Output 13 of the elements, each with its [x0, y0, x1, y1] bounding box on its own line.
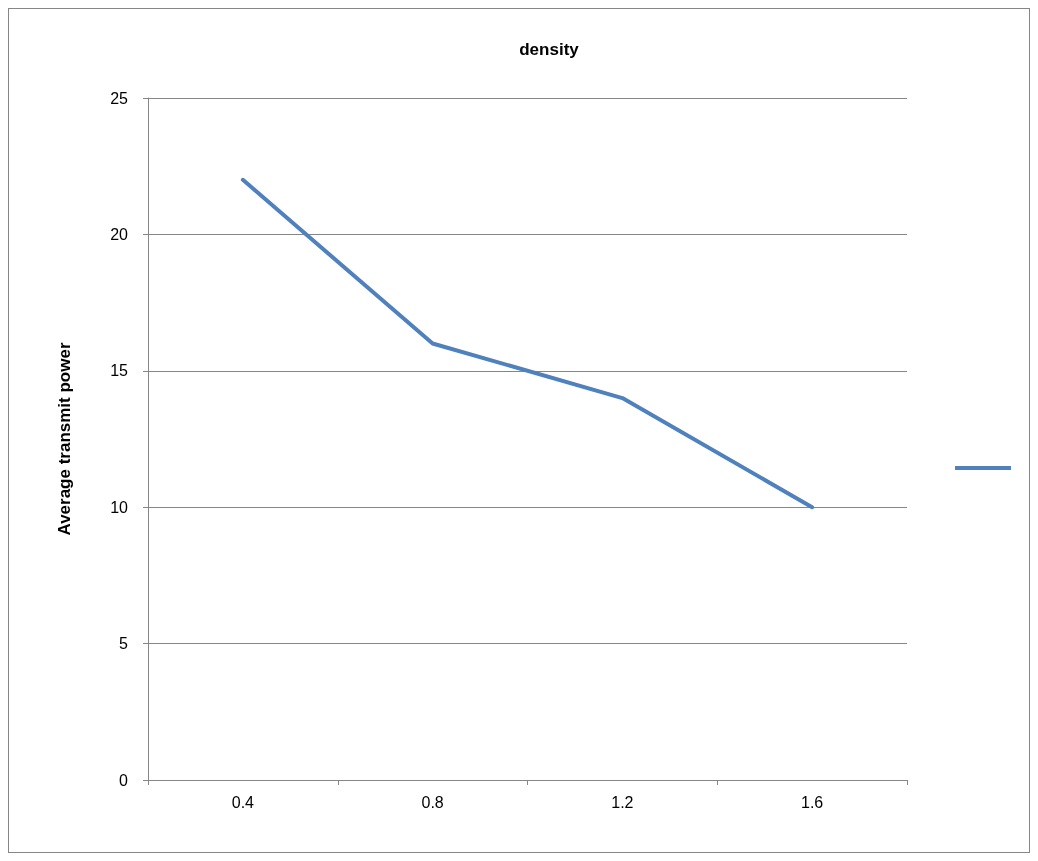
- y-tick-label: 5: [119, 635, 129, 653]
- y-tick-label: 25: [110, 89, 129, 107]
- y-axis-title: Average transmit power: [55, 342, 74, 536]
- y-tick-label: 15: [110, 362, 129, 380]
- chart-title: density: [519, 40, 580, 59]
- line-series: [240, 177, 815, 510]
- x-tick-label: 1.6: [801, 793, 824, 811]
- x-tick-label: 0.4: [231, 793, 255, 811]
- x-tick-label: 0.8: [421, 793, 444, 811]
- y-tick-label: 20: [110, 225, 129, 243]
- y-tick-label: 10: [110, 498, 129, 516]
- y-tick-label: 0: [119, 771, 129, 789]
- x-tick-label: 1.2: [611, 793, 634, 811]
